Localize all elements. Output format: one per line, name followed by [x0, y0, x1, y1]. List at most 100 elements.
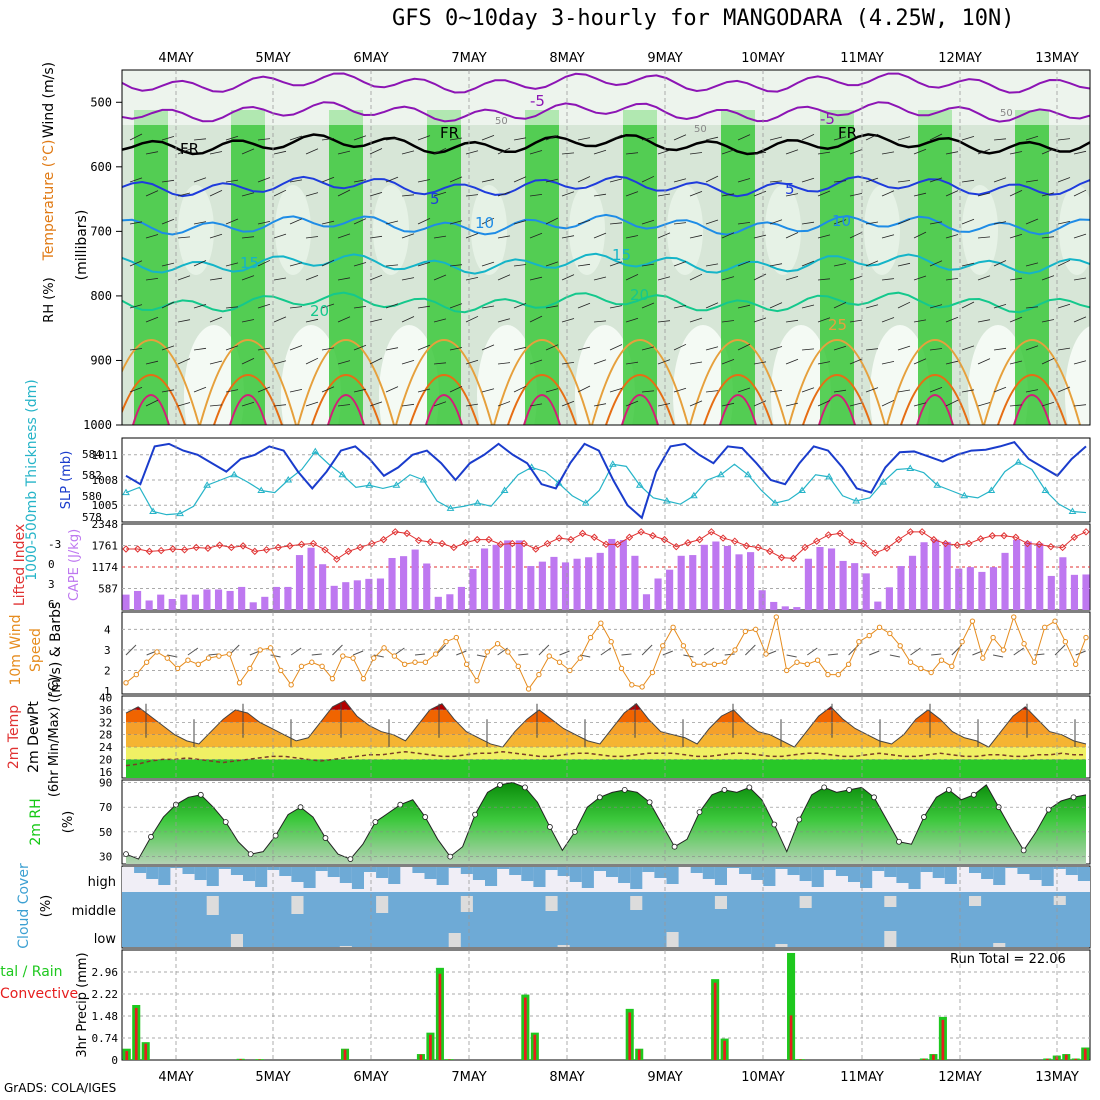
lifted-index-marker: [157, 546, 165, 555]
rh-marker: [497, 782, 503, 788]
wind-barb: [625, 235, 639, 239]
wind-barb: [689, 191, 703, 197]
lifted-index-marker: [485, 535, 493, 544]
wind-barb: [433, 235, 447, 239]
wind-barb: [321, 138, 335, 141]
lifted-index-marker: [918, 528, 926, 536]
wind-barb: [545, 305, 559, 309]
wind-barb: [145, 278, 159, 281]
wind-barb: [753, 151, 767, 155]
high-cloud-bar: [908, 867, 921, 889]
wind-speed-marker: [773, 614, 780, 620]
wind-speed-marker: [350, 655, 356, 661]
wind-barb-10m: [889, 654, 900, 658]
wind-speed-marker: [1083, 634, 1089, 641]
cape-bar: [400, 556, 408, 610]
precip-convective-bar: [922, 1058, 926, 1060]
lifted-index-marker: [590, 533, 599, 541]
precip-convective-bar: [533, 1034, 537, 1060]
thickness-marker: [230, 470, 239, 478]
cape-bar: [642, 594, 651, 610]
wind-barb: [641, 137, 655, 141]
precip-tick-label: 2.22: [92, 988, 119, 1001]
high-cloud-bar: [823, 867, 836, 870]
lifted-index-marker: [251, 547, 259, 556]
isotherm-label: 25: [828, 316, 847, 334]
precip-conv-label: Convective: [0, 986, 78, 1002]
cape-lifted-panel: -3 0 3 6 587 1174 1761 2348: [48, 518, 1091, 611]
wind-barb: [561, 318, 575, 323]
wind-barb: [785, 193, 799, 197]
wind-barb: [609, 305, 623, 309]
wind-barb: [305, 236, 319, 239]
rh2m-units-label: (%): [61, 811, 76, 834]
mid-low-cloud-band: [122, 892, 1090, 947]
wind-barb: [401, 360, 415, 365]
wind-speed-marker: [814, 657, 821, 663]
wind-speed-marker: [1042, 624, 1048, 631]
wind-barb: [385, 347, 399, 351]
precip-convective-bar: [523, 997, 527, 1060]
high-cloud-bar: [460, 867, 473, 874]
high-cloud-bar: [134, 867, 147, 873]
wind-barb: [609, 388, 623, 393]
wind-barb: [705, 136, 719, 141]
precip-convective-bar: [448, 1059, 451, 1060]
wind-barb: [289, 389, 303, 393]
temp-axis-label: Temperature (°C): [41, 140, 57, 262]
high-cloud-bar: [485, 867, 498, 886]
high-cloud-bar: [497, 867, 510, 869]
wind-barb: [945, 399, 959, 407]
precip-tick-label: 0: [111, 1054, 118, 1067]
precip-axis-label: 3hr Precip (mm): [75, 952, 90, 1057]
rh-marker: [846, 786, 853, 793]
high-cloud-bar: [376, 867, 389, 878]
rh-marker: [472, 811, 478, 818]
wind-barb-10m: [125, 644, 137, 656]
wind-speed-marker: [515, 663, 521, 670]
lifted-index-marker: [543, 539, 552, 548]
cape-bar: [874, 601, 882, 610]
cape-axis-label: CAPE (J/kg): [67, 529, 82, 601]
wind-barb: [369, 357, 383, 365]
isotherm-35-dome: [1013, 394, 1051, 425]
wind-barb: [161, 179, 175, 183]
wind-barb: [1073, 360, 1087, 365]
wind-barb: [401, 150, 415, 155]
wind-speed-marker: [701, 661, 707, 667]
wind-barb: [1057, 138, 1071, 141]
rh-tick-label: 90: [99, 776, 112, 789]
wind-speed-marker: [1021, 641, 1027, 647]
high-cloud-bar: [569, 867, 582, 882]
rh-marker: [970, 791, 977, 798]
rh-minimum-patch: [275, 185, 311, 275]
wind-barb: [865, 177, 879, 183]
lifted-index-marker: [789, 554, 798, 563]
wind-barb: [561, 235, 575, 239]
cape-bar: [527, 566, 535, 610]
wind-barb: [1073, 189, 1087, 197]
wind-barb: [769, 136, 783, 141]
lifted-index-marker: [133, 545, 142, 553]
cape-bar: [469, 568, 477, 610]
wind-barb: [609, 222, 623, 225]
wind-barb: [849, 231, 863, 239]
wind-barb: [1009, 316, 1023, 323]
rh-moist-column: [721, 110, 755, 425]
high-cloud-bar: [194, 867, 207, 880]
high-cloud-bar: [230, 867, 243, 875]
wind-barb: [401, 194, 415, 197]
wind-speed-marker: [897, 643, 903, 649]
lifted-index-marker: [438, 539, 446, 548]
wind-barb: [737, 304, 751, 309]
wind-barb: [225, 345, 239, 351]
wind-barb: [785, 149, 799, 155]
lifted-index-marker: [309, 539, 318, 548]
low-cloud-gap: [884, 931, 897, 947]
high-cloud-bar: [472, 867, 485, 880]
wind-barb: [737, 134, 751, 141]
wind-barb: [897, 262, 911, 267]
wind-barb: [209, 233, 223, 239]
precip-panel: 0 0.74 1.48 2.22 2.96: [92, 949, 1091, 1067]
